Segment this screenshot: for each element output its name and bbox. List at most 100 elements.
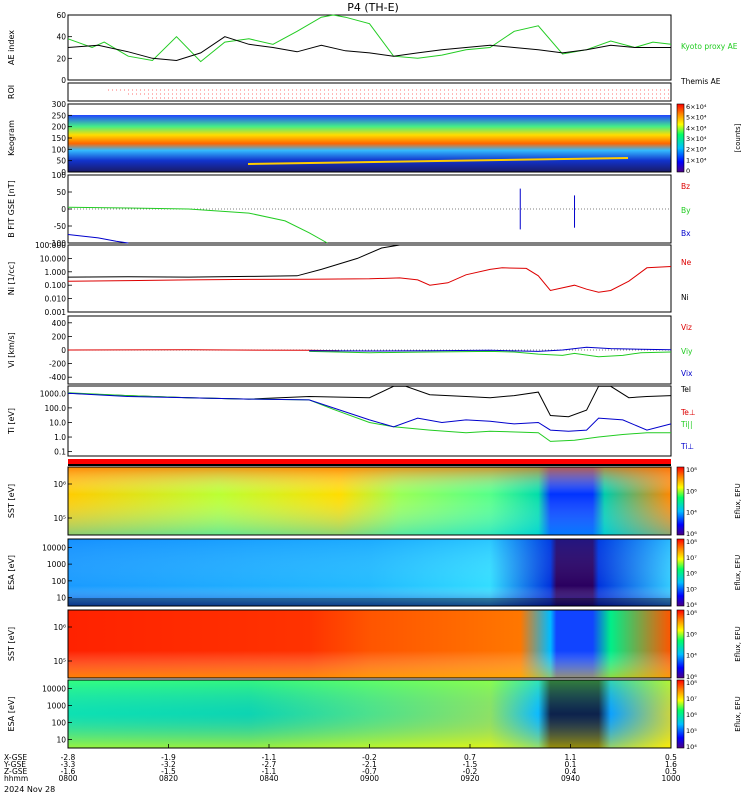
vi-legend-2: Vix [681,369,693,378]
vi-legend-0: Viz [681,323,692,332]
ti-frame [67,385,672,457]
esa_perp-ylabel: ESA [eV] [7,555,16,590]
keogram-ytick-label: 200 [52,123,67,132]
keogram-colorbar [676,103,685,173]
ae-series-themis-ae [67,36,671,62]
sst_para-cbar-tick: 10⁶ [686,673,697,681]
keogram-ytick-label: 150 [52,134,67,143]
ae-ytick-label: 0 [61,76,66,85]
esa-para-colorbar [676,679,685,749]
bfit-ytick-label: 0 [61,205,66,214]
ni-ytick-label: 10.000 [40,254,66,263]
roi-frame [67,82,672,102]
keogram-cbar-tick: 1×10⁴ [686,156,707,164]
vi-ytick-label: 0 [61,346,66,355]
mode-bar-red [68,459,671,464]
xaxis-tick-label: 1.1 [565,753,577,762]
ni-frame [67,244,672,313]
keogram-cbar-label: [counts] [734,123,742,152]
ti-legend-2: Ti|| [680,420,693,429]
esa_perp-cbar-label: Eflux, EFU [734,555,742,590]
esa_perp-cbar-tick: 10⁶ [686,570,697,578]
sst_perp-cbar-tick: 10⁸ [686,466,697,474]
date-label: 2024 Nov 28 [4,785,55,794]
mode-bar-black [68,464,671,466]
xaxis-tick-label: -3.3 [61,760,76,769]
esa-perp-spectrogram [68,539,671,606]
xaxis-tick-label: -3.2 [161,760,176,769]
ae-legend-1: Themis AE [680,77,721,86]
xaxis-tick-label: -1.9 [161,753,176,762]
ti-series-ti- [67,392,671,442]
sst-para-colorbar [676,609,685,679]
ni-legend-1: Ni [681,293,689,302]
keogram-ytick-label: 250 [52,111,67,120]
xaxis-tick-label: -2.8 [61,753,76,762]
vi-legend-1: Viy [681,347,693,356]
sst-perp-spectrogram [68,467,671,535]
esa_perp-ytick-label: 100 [52,577,67,586]
keogram-ytick-label: 0 [61,168,66,177]
keogram-cbar-tick: 2×10⁴ [686,146,707,154]
xaxis-tick-label: -1.1 [262,753,277,762]
xaxis-tick-label: -0.7 [362,767,377,776]
sst_perp-cbar-tick: 10⁶ [686,530,697,538]
esa_para-ytick-label: 100 [52,719,67,728]
sst_perp-frame [67,466,672,536]
bfit-ylabel: B FIT GSE [nT] [7,180,16,238]
keogram-arc [247,157,629,165]
ae-frame [67,14,672,81]
sst_perp-ylabel: SST [eV] [7,484,16,518]
xaxis-row-label-3: hhmm [4,774,28,783]
bfit-ytick-label: 50 [56,188,66,197]
esa_para-cbar-label: Eflux, EFU [734,696,742,731]
xaxis-tick-label: 0940 [561,774,580,783]
ti-ytick-label: 100.0 [45,404,67,413]
ae-ytick-label: 40 [56,33,66,42]
sst_para-frame [67,609,672,679]
sst_para-ytick-label: 10⁶ [53,623,66,632]
xaxis-tick-label: -0.2 [463,767,478,776]
esa_para-cbar-tick: 10⁸ [686,679,697,687]
ni-ytick-label: 0.010 [45,295,67,304]
ni-series-ne [67,266,672,293]
esa_para-cbar-tick: 10⁶ [686,711,697,719]
vi-ytick-label: -400 [49,373,66,382]
ti-legend-1: Te⊥ [680,408,695,417]
ti-legend-3: Ti⊥ [680,442,694,451]
sst_perp-cbar-tick: 10⁶ [686,487,697,495]
keogram-cbar-tick: 4×10⁴ [686,124,707,132]
xaxis-tick-label: -1.5 [161,767,176,776]
xaxis-tick-label: 0.5 [665,767,677,776]
ni-ytick-label: 0.001 [45,308,67,317]
vi-series-vix [309,346,672,352]
vi-ytick-label: 200 [52,332,67,341]
ni-ytick-label: 0.100 [45,281,67,290]
xaxis-tick-label: -2.7 [262,760,277,769]
esa_para-cbar-tick: 10⁴ [686,743,697,751]
keogram-image [68,115,671,172]
xaxis-tick-label: 0.5 [665,753,677,762]
esa_perp-cbar-tick: 10⁵ [686,585,697,593]
xaxis-row-label-0: X-GSE [4,753,27,762]
sst_para-ytick-label: 10⁵ [53,657,66,666]
esa_perp-ytick-label: 10000 [42,543,66,552]
sst-para-spectrogram [68,610,671,678]
ti-series-tel [67,385,672,418]
sst_para-ylabel: SST [eV] [7,627,16,661]
ti-ytick-label: 10.0 [49,418,66,427]
xaxis-tick-label: 0.4 [565,767,577,776]
xaxis-tick-label: 0840 [259,774,278,783]
ae-ytick-label: 60 [56,11,66,20]
esa_perp-cbar-tick: 10⁴ [686,601,697,609]
ni-series-ni [67,244,400,278]
vi-series-viz [67,349,340,352]
esa_para-cbar-tick: 10⁷ [686,695,697,703]
ni-legend-0: Ne [681,258,692,267]
esa_perp-cbar-tick: 10⁷ [686,554,697,562]
keogram-cbar-tick: 0 [686,167,690,175]
sst_para-cbar-tick: 10⁶ [686,630,697,638]
sst_perp-cbar-label: Eflux, EFU [734,483,742,518]
ti-legend-0: Tel [680,385,691,394]
